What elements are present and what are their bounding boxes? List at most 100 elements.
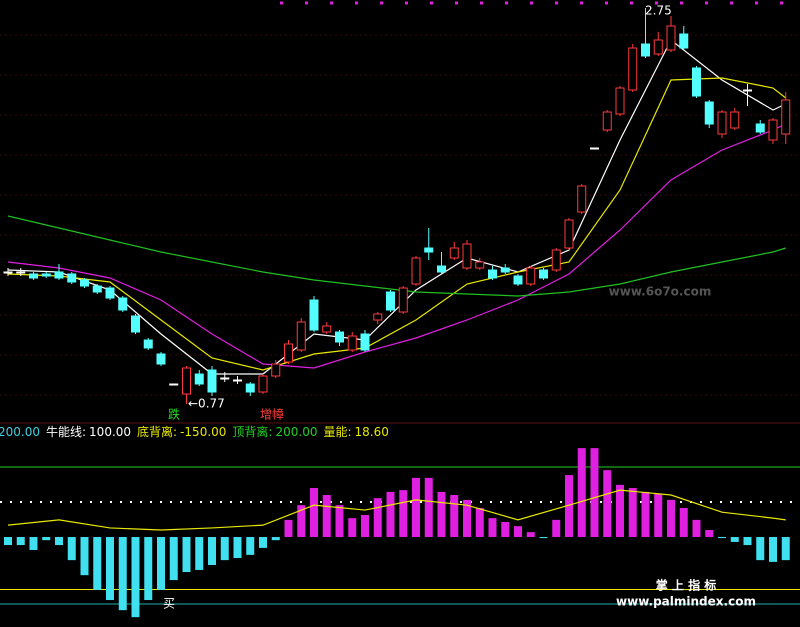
bar xyxy=(769,537,777,562)
annotation: 买 xyxy=(163,597,175,611)
bar xyxy=(399,490,408,538)
candle-body xyxy=(105,287,115,299)
legend-name: 底背离: xyxy=(137,424,177,439)
bar xyxy=(437,491,446,538)
moving-average xyxy=(7,77,787,371)
candle-body xyxy=(641,43,650,57)
bar xyxy=(743,537,752,546)
bar xyxy=(424,477,433,538)
candle-body xyxy=(258,375,268,393)
moving-average xyxy=(7,123,787,369)
candle-body xyxy=(781,99,791,135)
candle-body xyxy=(131,315,140,333)
legend-value: -150.00 xyxy=(180,425,226,439)
bar xyxy=(220,537,229,561)
bar xyxy=(284,519,293,538)
annotation: 跌 xyxy=(168,407,180,422)
bar xyxy=(55,537,63,546)
candle-body xyxy=(551,249,561,271)
bar xyxy=(131,537,140,618)
bar xyxy=(730,537,739,542)
bar xyxy=(16,537,25,546)
candle-body xyxy=(29,273,38,279)
bar xyxy=(514,526,522,538)
candle-body xyxy=(488,269,497,279)
candle-body xyxy=(143,339,153,349)
bar xyxy=(526,532,535,538)
candle-body xyxy=(539,269,548,279)
candle-body xyxy=(386,291,395,311)
bar xyxy=(80,537,89,576)
moving-average xyxy=(7,39,787,375)
bar xyxy=(361,514,369,538)
bar xyxy=(463,499,471,538)
bar xyxy=(667,499,675,538)
watermark: 掌 上 指 标 xyxy=(656,578,717,593)
bar xyxy=(348,518,357,538)
candle-body xyxy=(233,379,242,382)
bar xyxy=(195,537,204,570)
annotation: 增幛 xyxy=(260,407,284,422)
bar xyxy=(628,488,637,538)
bar xyxy=(616,484,624,538)
bar xyxy=(29,537,38,550)
candle-body xyxy=(768,119,778,141)
candle-body xyxy=(118,297,128,311)
candle-body xyxy=(564,219,574,249)
candle-body xyxy=(296,321,306,351)
bar xyxy=(93,537,102,590)
bar xyxy=(67,537,76,561)
bar xyxy=(450,495,459,538)
candle-body xyxy=(755,123,765,133)
annotation: ←0.77 xyxy=(188,397,225,411)
candle-body xyxy=(424,247,434,253)
candle-body xyxy=(615,87,625,115)
bar xyxy=(259,537,267,548)
bar xyxy=(233,537,242,559)
candle-body xyxy=(475,261,485,269)
candle-body xyxy=(360,333,370,351)
legend-name: 量能: xyxy=(323,425,351,439)
legend: 200.00 牛能线: 100.00 底背离: -150.00 顶背离: 200.00 量能:… xyxy=(0,424,389,439)
bar xyxy=(641,491,650,538)
bar xyxy=(412,477,420,538)
candle-body xyxy=(335,331,344,343)
bar xyxy=(310,488,318,538)
candle-body xyxy=(194,373,204,385)
bar xyxy=(118,537,127,611)
candle-body xyxy=(80,279,89,287)
bar xyxy=(756,537,765,561)
bar xyxy=(386,491,395,538)
bar xyxy=(501,521,510,538)
bar xyxy=(679,507,688,538)
bar xyxy=(577,448,586,538)
bar xyxy=(246,537,255,555)
candle-body xyxy=(322,325,332,333)
candle-body xyxy=(590,147,599,150)
bar xyxy=(157,537,165,590)
candle-body xyxy=(16,271,26,274)
candle-body xyxy=(220,377,230,380)
legend-name: 牛能线: xyxy=(46,424,86,439)
candle-body xyxy=(398,287,408,313)
bar xyxy=(590,448,599,538)
candle-body xyxy=(653,39,663,55)
candle-body xyxy=(156,353,166,365)
bar xyxy=(552,519,561,538)
signal-line xyxy=(7,489,786,531)
bar xyxy=(297,505,306,538)
candle-body xyxy=(245,383,255,393)
candle-body xyxy=(169,383,179,386)
candle-body xyxy=(602,111,612,131)
bar xyxy=(692,519,701,538)
bar xyxy=(488,518,497,538)
bar xyxy=(335,505,344,538)
bar xyxy=(654,493,663,538)
watermark: www.6o7o.com xyxy=(609,285,712,299)
candle-body xyxy=(666,25,676,51)
bar xyxy=(182,537,191,573)
candle-body xyxy=(730,111,740,129)
bar xyxy=(4,537,12,546)
bar xyxy=(271,537,280,541)
